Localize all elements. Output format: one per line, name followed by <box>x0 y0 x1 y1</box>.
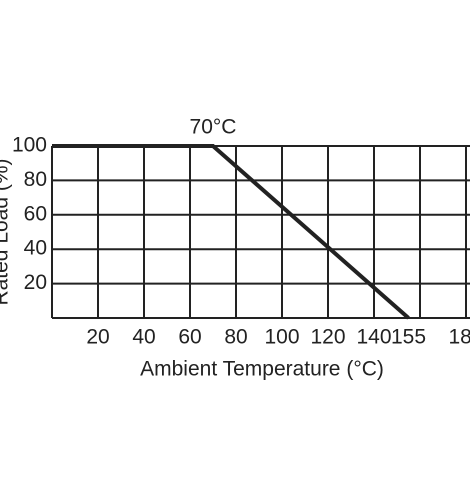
y-tick-label: 100 <box>12 134 47 157</box>
y-tick-label: 60 <box>24 202 47 225</box>
y-tick-label: 40 <box>24 237 47 260</box>
annotation: 70°C <box>190 116 237 139</box>
series-line <box>52 144 410 320</box>
y-axis-label: Rated Load (%) <box>0 158 13 305</box>
x-tick-label: 180 <box>448 326 470 349</box>
x-tick-label: 140 <box>356 326 391 349</box>
x-tick-label: 20 <box>86 326 109 349</box>
y-tick-label: 80 <box>24 168 47 191</box>
x-tick-label: 60 <box>178 326 201 349</box>
x-tick-label: 120 <box>310 326 345 349</box>
x-axis-label: Ambient Temperature (°C) <box>140 358 384 381</box>
y-tick-label: 20 <box>24 271 47 294</box>
x-tick-label: 80 <box>224 326 247 349</box>
x-tick-label: 100 <box>264 326 299 349</box>
x-tick-label: 40 <box>132 326 155 349</box>
x-tick-label: 155 <box>391 326 426 349</box>
